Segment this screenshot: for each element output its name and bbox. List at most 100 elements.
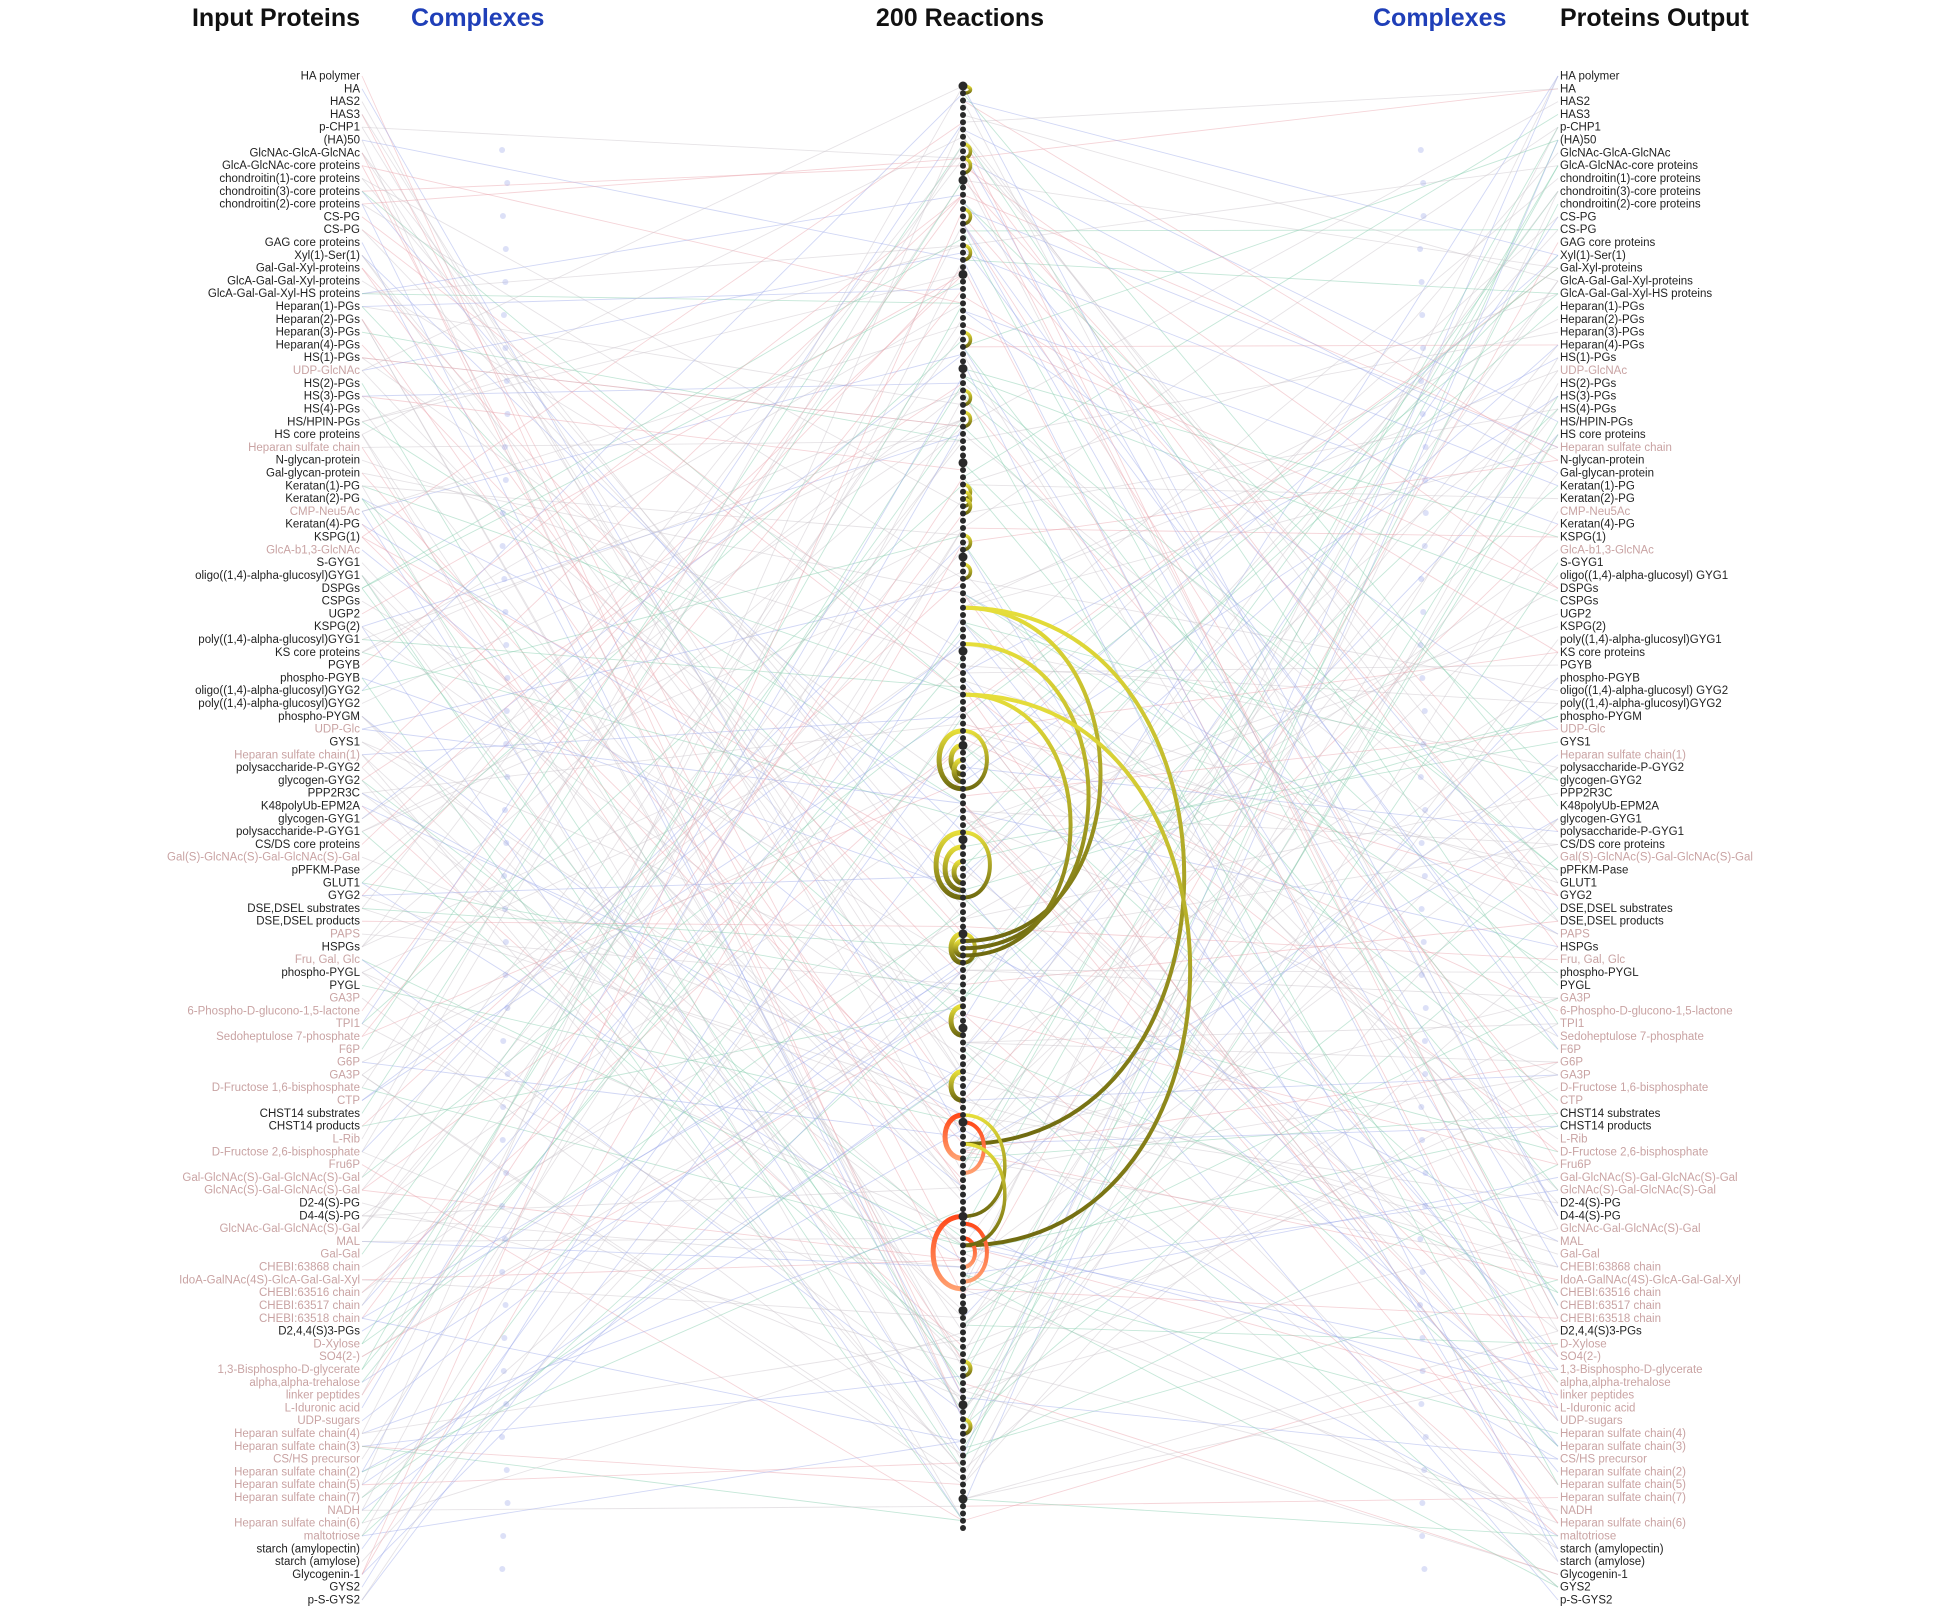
complex-node[interactable] bbox=[1417, 246, 1424, 252]
reaction-node[interactable] bbox=[960, 227, 966, 234]
complex-node[interactable] bbox=[502, 609, 509, 615]
complex-node[interactable] bbox=[503, 1170, 510, 1176]
reaction-node[interactable] bbox=[958, 81, 968, 91]
output-protein-label[interactable]: HS core proteins bbox=[1560, 429, 1646, 441]
reaction-node[interactable] bbox=[960, 285, 966, 292]
reaction-node[interactable] bbox=[960, 213, 966, 220]
input-protein-label[interactable]: phospho-PYGL bbox=[281, 967, 360, 979]
reaction-node[interactable] bbox=[960, 793, 966, 800]
reaction-node[interactable] bbox=[960, 1198, 966, 1205]
reaction-node[interactable] bbox=[960, 959, 966, 966]
input-protein-label[interactable]: PPP2R3C bbox=[308, 788, 360, 800]
input-protein-label[interactable]: UDP-GlcNAc bbox=[293, 365, 360, 377]
complex-node[interactable] bbox=[1422, 1005, 1429, 1011]
output-protein-label[interactable]: Keratan(2)-PG bbox=[1560, 493, 1635, 505]
output-protein-label[interactable]: Fru6P bbox=[1560, 1159, 1592, 1171]
output-protein-label[interactable]: Fru, Gal, Glc bbox=[1560, 954, 1625, 966]
reaction-node[interactable] bbox=[960, 1256, 966, 1263]
output-protein-label[interactable]: Heparan sulfate chain(2) bbox=[1560, 1466, 1686, 1478]
complex-node[interactable] bbox=[503, 1467, 510, 1473]
input-protein-label[interactable]: L-Rib bbox=[333, 1133, 360, 1145]
reaction-node[interactable] bbox=[960, 785, 966, 792]
reaction-node[interactable] bbox=[960, 300, 966, 307]
reaction-node[interactable] bbox=[960, 126, 966, 133]
reaction-node[interactable] bbox=[960, 1133, 966, 1140]
reaction-node[interactable] bbox=[960, 191, 966, 198]
reaction-node[interactable] bbox=[960, 1351, 966, 1358]
reaction-node[interactable] bbox=[960, 264, 966, 271]
complex-node[interactable] bbox=[502, 279, 509, 285]
output-protein-label[interactable]: GlcA-b1,3-GlcNAc bbox=[1560, 544, 1654, 556]
output-protein-label[interactable]: DSE,DSEL substrates bbox=[1560, 903, 1673, 915]
input-protein-label[interactable]: D4-4(S)-PG bbox=[299, 1210, 360, 1222]
complex-node[interactable] bbox=[503, 741, 510, 747]
reaction-node[interactable] bbox=[960, 1409, 966, 1416]
input-protein-label[interactable]: D2,4,4(S)3-PGs bbox=[278, 1326, 360, 1338]
reaction-node[interactable] bbox=[960, 1503, 966, 1510]
reaction-node[interactable] bbox=[958, 1494, 968, 1504]
reaction-node[interactable] bbox=[960, 916, 966, 923]
input-protein-label[interactable]: pPFKM-Pase bbox=[292, 865, 360, 877]
reaction-node[interactable] bbox=[960, 756, 966, 763]
reaction-node[interactable] bbox=[960, 735, 966, 742]
output-protein-label[interactable]: UGP2 bbox=[1560, 608, 1591, 620]
reaction-node[interactable] bbox=[960, 713, 966, 720]
reaction-node[interactable] bbox=[960, 865, 966, 872]
input-protein-label[interactable]: G6P bbox=[337, 1057, 360, 1069]
complex-node[interactable] bbox=[1417, 642, 1424, 648]
reaction-node[interactable] bbox=[960, 1046, 966, 1053]
reaction-node[interactable] bbox=[960, 474, 966, 481]
input-protein-label[interactable]: UDP-sugars bbox=[297, 1415, 360, 1427]
output-protein-label[interactable]: 1,3-Bisphospho-D-glycerate bbox=[1560, 1364, 1703, 1376]
complex-node[interactable] bbox=[1417, 1236, 1424, 1242]
output-protein-label[interactable]: PPP2R3C bbox=[1560, 788, 1612, 800]
output-protein-label[interactable]: D2,4,4(S)3-PGs bbox=[1560, 1326, 1642, 1338]
output-protein-label[interactable]: Heparan sulfate chain(7) bbox=[1560, 1492, 1686, 1504]
input-protein-label[interactable]: CHEBI:63518 chain bbox=[259, 1313, 360, 1325]
input-protein-label[interactable]: CHST14 substrates bbox=[260, 1108, 361, 1120]
output-protein-label[interactable]: glycogen-GYG2 bbox=[1560, 775, 1642, 787]
input-protein-label[interactable]: D-Xylose bbox=[313, 1338, 360, 1350]
complex-node[interactable] bbox=[1420, 939, 1427, 945]
output-protein-label[interactable]: Gal-glycan-protein bbox=[1560, 468, 1654, 480]
output-protein-label[interactable]: D4-4(S)-PG bbox=[1560, 1210, 1621, 1222]
reaction-node[interactable] bbox=[960, 1452, 966, 1459]
reaction-node[interactable] bbox=[960, 611, 966, 618]
input-protein-label[interactable]: GA3P bbox=[329, 993, 360, 1005]
output-protein-label[interactable]: Heparan sulfate chain(5) bbox=[1560, 1479, 1686, 1491]
complex-node[interactable] bbox=[504, 1071, 511, 1077]
reaction-node[interactable] bbox=[960, 561, 966, 568]
input-protein-label[interactable]: HS core proteins bbox=[274, 429, 360, 441]
reaction-node[interactable] bbox=[960, 1488, 966, 1495]
complex-node[interactable] bbox=[502, 939, 509, 945]
output-protein-label[interactable]: GYS2 bbox=[1560, 1582, 1591, 1594]
output-protein-label[interactable]: KS core proteins bbox=[1560, 647, 1645, 659]
complex-node[interactable] bbox=[502, 906, 509, 912]
reaction-node[interactable] bbox=[960, 698, 966, 705]
reaction-node[interactable] bbox=[960, 1169, 966, 1176]
complex-node[interactable] bbox=[1421, 1467, 1428, 1473]
input-protein-label[interactable]: GA3P bbox=[329, 1069, 360, 1081]
complex-node[interactable] bbox=[1421, 1038, 1428, 1044]
output-protein-label[interactable]: CHEBI:63868 chain bbox=[1560, 1262, 1661, 1274]
reaction-node[interactable] bbox=[960, 90, 966, 97]
input-protein-label[interactable]: polysaccharide-P-GYG2 bbox=[236, 762, 360, 774]
complex-node[interactable] bbox=[501, 807, 508, 813]
input-protein-label[interactable]: Heparan sulfate chain(6) bbox=[234, 1518, 360, 1530]
reaction-node[interactable] bbox=[960, 155, 966, 162]
output-protein-label[interactable]: NADH bbox=[1560, 1505, 1593, 1517]
output-protein-label[interactable]: CHEBI:63518 chain bbox=[1560, 1313, 1661, 1325]
output-protein-label[interactable]: Keratan(1)-PG bbox=[1560, 480, 1635, 492]
input-protein-label[interactable]: TPI1 bbox=[336, 1018, 360, 1030]
input-protein-label[interactable]: Gal-glycan-protein bbox=[266, 468, 360, 480]
output-protein-label[interactable]: G6P bbox=[1560, 1057, 1583, 1069]
reaction-node[interactable] bbox=[960, 988, 966, 995]
reaction-node[interactable] bbox=[960, 887, 966, 894]
output-protein-label[interactable]: GA3P bbox=[1560, 993, 1591, 1005]
input-protein-label[interactable]: chondroitin(1)-core proteins bbox=[219, 173, 360, 185]
output-protein-label[interactable]: D-Fructose 1,6-bisphosphate bbox=[1560, 1082, 1708, 1094]
complex-node[interactable] bbox=[1422, 807, 1429, 813]
complex-node[interactable] bbox=[502, 972, 509, 978]
complex-node[interactable] bbox=[501, 576, 508, 582]
input-protein-label[interactable]: glycogen-GYG2 bbox=[278, 775, 360, 787]
